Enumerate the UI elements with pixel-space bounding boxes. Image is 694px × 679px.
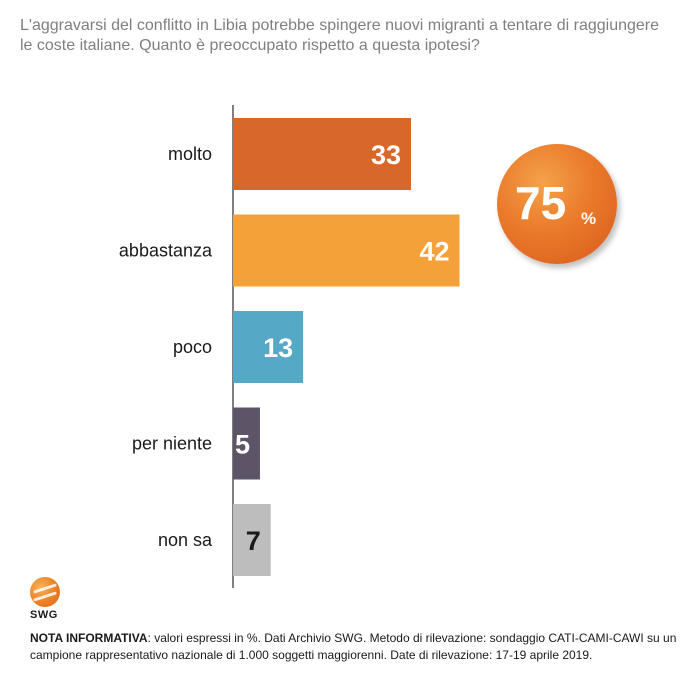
category-label-poco: poco: [173, 337, 212, 357]
category-label-per-niente: per niente: [132, 434, 212, 454]
swg-logo-icon: [30, 577, 60, 607]
bar-non-sa: [233, 504, 271, 576]
value-label-molto: 33: [371, 140, 401, 170]
swg-logo: SWG: [30, 577, 64, 621]
value-label-poco: 13: [263, 333, 293, 363]
bar-molto: [233, 118, 411, 190]
bar-abbastanza: [233, 214, 460, 287]
info-note: NOTA INFORMATIVA: valori espressi in %. …: [30, 630, 680, 664]
badge-unit: %: [581, 209, 597, 228]
question-text: L'aggravarsi del conflitto in Libia potr…: [20, 17, 660, 54]
category-label-abbastanza: abbastanza: [119, 241, 213, 261]
badge-value: 75: [515, 177, 567, 229]
value-label-abbastanza: 42: [419, 237, 449, 267]
note-text: : valori espressi in %. Dati Archivio SW…: [30, 631, 677, 662]
value-label-non-sa: 7: [246, 526, 261, 556]
bar-per-niente: [233, 407, 260, 480]
category-label-non-sa: non sa: [158, 530, 213, 550]
total-worried-badge: 75 %: [497, 144, 617, 264]
value-label-per-niente: 5: [235, 430, 250, 460]
category-label-molto: molto: [168, 144, 212, 164]
bar-poco: [233, 311, 304, 383]
swg-logo-text: SWG: [30, 609, 58, 621]
note-label: NOTA INFORMATIVA: [30, 631, 148, 645]
